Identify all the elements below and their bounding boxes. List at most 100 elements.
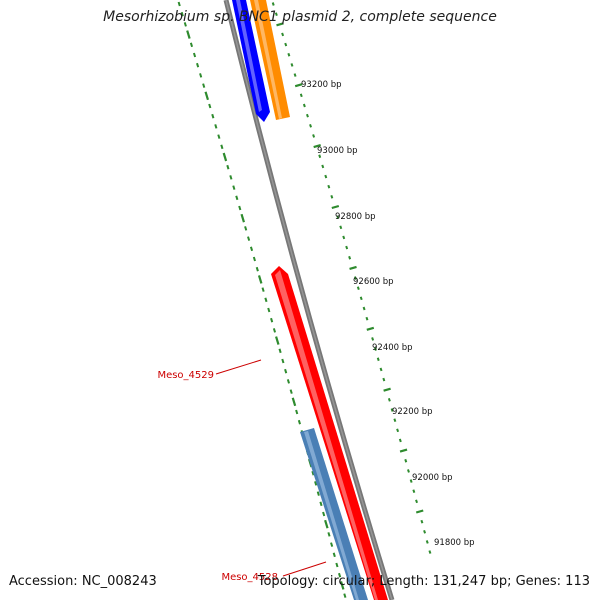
- left-tick-mark: [199, 73, 203, 78]
- left-tick-mark: [281, 358, 285, 364]
- gene-label-meso-4529[interactable]: Meso_4529: [157, 370, 214, 381]
- right-tick-mark: [399, 448, 408, 453]
- right-tick-mark: [353, 276, 357, 280]
- tick-label: 92200 bp: [392, 407, 433, 417]
- left-tick-mark: [286, 379, 290, 384]
- right-tick-mark: [398, 438, 402, 443]
- left-tick-mark: [316, 491, 320, 496]
- left-tick-mark: [189, 42, 194, 48]
- right-tick-mark: [306, 113, 309, 118]
- right-tick-mark: [313, 144, 321, 149]
- right-tick-mark: [382, 377, 386, 382]
- right-tick-mark: [415, 499, 418, 504]
- left-tick-mark: [327, 532, 331, 537]
- tick-label: 91800 bp: [434, 538, 475, 548]
- left-tick-mark: [289, 389, 293, 394]
- left-tick-mark: [252, 256, 256, 262]
- right-tick-mark: [356, 286, 360, 291]
- right-tick-mark: [293, 73, 297, 77]
- tick-label: 93000 bp: [317, 146, 358, 156]
- tick-label: 92000 bp: [412, 473, 453, 483]
- right-tick-mark: [379, 367, 383, 372]
- left-tick-mark: [264, 297, 268, 303]
- leader-line-meso-4529: [215, 359, 262, 375]
- right-tick-mark: [318, 154, 322, 159]
- right-tick-mark: [271, 2, 275, 6]
- left-tick-mark: [314, 481, 318, 486]
- right-tick-mark: [366, 326, 375, 331]
- map-title: Mesorhizobium sp. BNC1 plasmid 2, comple…: [103, 9, 497, 25]
- right-tick-mark: [396, 428, 400, 433]
- right-tick-mark: [345, 245, 349, 250]
- left-tick-mark: [324, 519, 329, 529]
- right-tick-mark: [339, 225, 343, 230]
- right-tick-mark: [309, 123, 312, 128]
- left-tick-mark: [343, 593, 347, 598]
- left-tick-mark: [284, 368, 288, 374]
- left-tick-mark: [220, 144, 224, 150]
- right-tick-mark: [342, 235, 346, 240]
- left-tick-mark: [335, 562, 339, 568]
- right-tick-mark: [294, 83, 303, 88]
- right-tick-mark: [321, 164, 325, 169]
- right-tick-mark: [327, 184, 331, 189]
- left-tick-mark: [180, 11, 184, 17]
- tick-labels: 93200 bp 93000 bp 92800 bp 92600 bp 92400 bp…: [301, 80, 475, 548]
- left-tick-mark: [204, 91, 210, 101]
- left-tick-mark: [247, 236, 251, 241]
- left-tick-mark: [322, 511, 326, 517]
- right-tick-mark: [331, 204, 340, 210]
- right-tick-mark: [412, 489, 416, 494]
- left-tick-mark: [244, 226, 248, 231]
- left-tick-mark: [249, 246, 254, 252]
- left-tick-mark: [311, 470, 315, 476]
- tick-label: 92600 bp: [353, 277, 394, 287]
- backbone-line: [223, 0, 395, 600]
- left-tick-mark: [291, 397, 297, 407]
- left-tick-mark: [278, 348, 282, 354]
- right-tick-mark: [390, 408, 394, 412]
- left-tick-mark: [226, 164, 230, 170]
- right-tick-mark: [324, 174, 328, 179]
- right-tick-mark: [287, 52, 291, 57]
- left-tick-mark: [186, 30, 191, 39]
- right-tick-mark: [415, 509, 424, 514]
- right-tick-mark: [330, 195, 334, 199]
- left-tick-mark: [275, 336, 280, 345]
- tick-label: 93200 bp: [301, 80, 342, 90]
- left-tick-mark: [257, 275, 263, 284]
- left-tick-mark: [208, 103, 212, 109]
- left-tick-mark: [240, 213, 245, 223]
- left-tick-mark: [295, 409, 299, 415]
- right-tick-mark: [348, 255, 352, 260]
- left-tick-mark: [196, 62, 200, 68]
- right-tick-mark: [404, 458, 408, 463]
- left-tick-mark: [211, 113, 215, 119]
- left-tick-mark: [183, 22, 187, 27]
- right-tick-mark: [274, 12, 278, 16]
- right-tick-mark: [420, 519, 424, 524]
- right-tick-mark: [393, 418, 397, 422]
- left-tick-mark: [229, 175, 233, 180]
- left-tick-mark: [202, 83, 206, 88]
- right-tick-mark: [302, 103, 306, 108]
- left-tick-mark: [232, 185, 236, 190]
- right-tick-mark: [281, 32, 285, 37]
- left-tick-mark: [222, 152, 228, 162]
- left-tick-mark: [272, 328, 277, 333]
- right-tick-mark: [387, 398, 391, 402]
- gene-label-meso-4528[interactable]: Meso_4528: [221, 572, 278, 583]
- left-tick-mark: [319, 501, 323, 507]
- right-tick-mark: [376, 357, 380, 362]
- left-tick-mark: [192, 52, 197, 58]
- left-tick-mark: [270, 317, 274, 323]
- left-tick-mark: [332, 552, 336, 558]
- right-tick-mark: [425, 540, 429, 544]
- right-tick-mark: [365, 316, 369, 321]
- right-tick-mark: [276, 22, 284, 27]
- right-tick-mark: [409, 479, 413, 483]
- leader-line-meso-4528: [282, 561, 327, 577]
- right-tick-mark: [359, 296, 363, 301]
- left-tick-mark: [267, 307, 271, 313]
- left-tick-mark: [235, 195, 239, 201]
